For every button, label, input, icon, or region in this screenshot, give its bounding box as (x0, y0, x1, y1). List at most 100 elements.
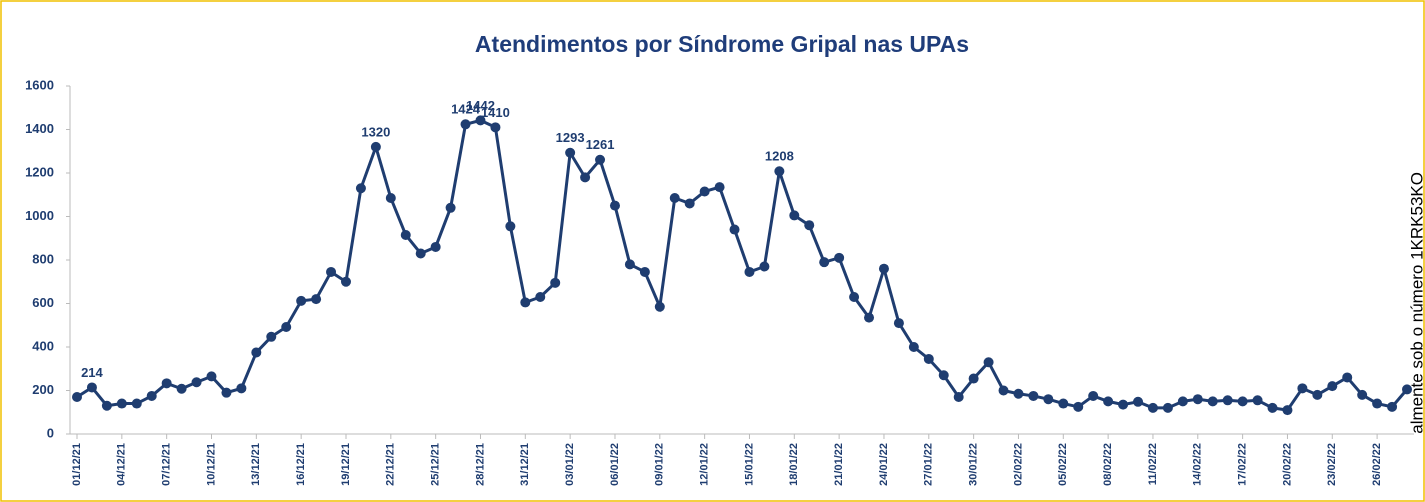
data-point (1372, 398, 1383, 409)
x-tick-label: 27/01/22 (923, 443, 935, 486)
data-point (1177, 396, 1188, 407)
data-point (878, 263, 889, 274)
data-point (86, 382, 97, 393)
data-point (1088, 390, 1099, 401)
data-point (400, 229, 411, 240)
data-point (1237, 396, 1248, 407)
data-point (101, 400, 112, 411)
data-point (72, 392, 82, 403)
y-tick-label: 0 (47, 425, 54, 440)
data-point (490, 122, 501, 133)
data-point (236, 383, 247, 394)
data-point (759, 261, 770, 272)
data-point (1207, 396, 1218, 407)
data-point (938, 370, 949, 381)
data-point (445, 202, 456, 213)
data-point (804, 220, 815, 231)
data-point (550, 277, 561, 288)
data-label: 1293 (556, 130, 585, 145)
x-tick-label: 16/12/21 (295, 443, 307, 486)
data-label: 1424 (451, 102, 481, 117)
x-tick-label: 09/01/22 (654, 443, 666, 486)
data-point (1327, 381, 1338, 392)
data-point (729, 224, 740, 235)
data-point (1267, 402, 1278, 413)
data-point (281, 321, 292, 332)
data-point (460, 119, 471, 130)
x-tick-label: 08/02/22 (1102, 443, 1114, 486)
x-tick-label: 28/12/21 (474, 443, 486, 486)
data-point (475, 115, 486, 126)
data-point (714, 182, 725, 193)
data-label: 1442 (466, 98, 495, 113)
y-tick-label: 1000 (25, 208, 54, 223)
data-point (1043, 394, 1054, 405)
data-point (699, 186, 710, 197)
data-point (176, 383, 187, 394)
data-point (206, 371, 217, 382)
x-tick-label: 10/12/21 (205, 443, 217, 486)
chart-title: Atendimentos por Síndrome Gripal nas UPA… (475, 31, 969, 57)
x-tick-label: 11/02/22 (1147, 443, 1159, 485)
x-tick-label: 22/12/21 (385, 443, 397, 486)
data-point (834, 252, 845, 263)
data-point (983, 357, 994, 368)
data-point (311, 294, 322, 305)
data-point (998, 385, 1009, 396)
data-point (326, 266, 337, 277)
data-point (1357, 389, 1368, 400)
y-tick-label: 1200 (25, 164, 54, 179)
data-point (1073, 401, 1084, 412)
data-point (669, 193, 680, 204)
data-point (415, 248, 426, 259)
data-point (385, 193, 396, 204)
data-point (505, 221, 516, 232)
x-tick-label: 04/12/21 (116, 443, 128, 486)
y-tick-label: 600 (32, 295, 54, 310)
data-point (131, 398, 142, 409)
y-tick-label: 400 (32, 338, 54, 353)
y-tick-label: 1400 (25, 121, 54, 136)
data-label: 214 (81, 365, 103, 380)
data-point (1312, 389, 1323, 400)
data-point (819, 257, 830, 268)
y-tick-label: 200 (32, 382, 54, 397)
x-tick-label: 30/01/22 (968, 443, 980, 486)
data-point (774, 166, 785, 177)
data-point (221, 387, 232, 398)
data-point (609, 200, 620, 211)
x-tick-label: 13/12/21 (250, 443, 262, 486)
x-tick-label: 01/12/21 (71, 443, 83, 486)
data-point (923, 353, 934, 364)
x-tick-label: 07/12/21 (161, 443, 173, 486)
x-tick-label: 02/02/22 (1012, 443, 1024, 486)
data-label: 1320 (361, 124, 390, 139)
y-tick-label: 800 (32, 251, 54, 266)
x-tick-label: 25/12/21 (430, 443, 442, 486)
x-tick-label: 06/01/22 (609, 443, 621, 486)
data-point (953, 392, 964, 403)
data-point (430, 241, 441, 252)
data-point (654, 301, 665, 312)
data-point (1013, 388, 1024, 399)
data-point (968, 373, 979, 384)
x-tick-label: 23/02/22 (1326, 443, 1338, 486)
data-point (146, 390, 157, 401)
x-tick-label: 18/01/22 (788, 443, 800, 486)
data-point (849, 291, 860, 302)
data-point (1282, 405, 1293, 416)
data-point (370, 141, 381, 152)
data-point (684, 198, 695, 209)
x-tick-label: 03/01/22 (564, 443, 576, 486)
data-point (1402, 384, 1412, 395)
data-point (580, 172, 591, 183)
data-point (296, 295, 307, 306)
x-tick-label: 26/02/22 (1371, 443, 1383, 486)
data-point (744, 266, 755, 277)
data-point (535, 291, 546, 302)
data-label: 1410 (481, 105, 510, 120)
data-point (1147, 402, 1158, 413)
data-point (1222, 395, 1233, 406)
x-tick-label: 14/02/22 (1192, 443, 1204, 486)
